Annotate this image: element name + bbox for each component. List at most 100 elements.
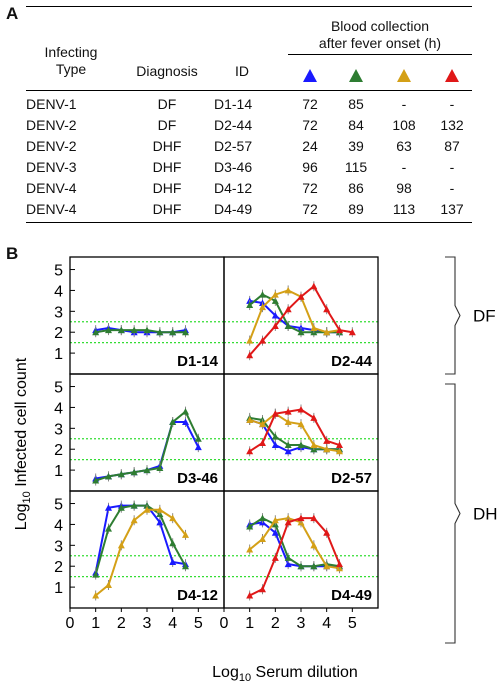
cell-type: DENV-2 bbox=[26, 117, 77, 133]
x-tick-label: 0 bbox=[220, 615, 229, 632]
panel-D3-46: D3-46 1 2 3 4 5 bbox=[54, 373, 225, 492]
data-point bbox=[92, 328, 100, 336]
timepoint-triangle-3 bbox=[397, 69, 411, 82]
y-tick-label: 5 bbox=[54, 497, 63, 514]
data-point bbox=[246, 591, 254, 599]
y-tick-label: 1 bbox=[54, 580, 63, 597]
data-point bbox=[310, 414, 318, 421]
data-point bbox=[246, 351, 254, 359]
y-tick-label: 2 bbox=[54, 559, 63, 576]
series-path bbox=[249, 517, 340, 570]
panel-D4-49: D4-49 0 1 2 3 4 5 bbox=[220, 490, 379, 632]
timepoint-triangle-1 bbox=[303, 69, 317, 82]
data-point bbox=[156, 506, 164, 513]
cell-time: - bbox=[449, 159, 455, 175]
y-tick-label: 3 bbox=[54, 421, 63, 438]
data-point bbox=[284, 441, 292, 449]
y-tick-label: 4 bbox=[54, 400, 63, 417]
data-point bbox=[297, 406, 305, 413]
timepoint-triangle-4 bbox=[445, 69, 459, 82]
header-type-line2: Type bbox=[55, 61, 87, 77]
cell-type: DENV-4 bbox=[26, 201, 77, 217]
data-point bbox=[194, 443, 202, 451]
series-path bbox=[248, 289, 340, 341]
data-point bbox=[143, 326, 151, 334]
timepoint-triangle-2 bbox=[349, 69, 363, 82]
cell-id: D2-44 bbox=[214, 117, 253, 133]
y-tick-label: 3 bbox=[54, 304, 63, 321]
table-row: DENV-2 DHF D2-57 24 39 63 87 bbox=[0, 136, 498, 156]
data-point bbox=[92, 571, 100, 578]
data-point bbox=[169, 328, 177, 336]
cell-time: 98 bbox=[396, 180, 412, 196]
group-label: DHF bbox=[473, 505, 498, 524]
data-point bbox=[246, 546, 254, 553]
data-point bbox=[271, 291, 279, 298]
data-point bbox=[310, 541, 318, 549]
series-line bbox=[92, 504, 189, 601]
series-line bbox=[92, 500, 189, 578]
cell-id: D4-49 bbox=[214, 201, 253, 217]
data-point bbox=[271, 516, 279, 524]
header-diagnosis: Diagnosis bbox=[136, 63, 198, 79]
cell-time: 63 bbox=[396, 138, 412, 154]
cell-time: 72 bbox=[302, 180, 318, 196]
cell-time: 86 bbox=[348, 180, 364, 196]
data-point bbox=[271, 312, 279, 319]
cell-time: 137 bbox=[440, 201, 464, 217]
group-bracket-dhf: DHF bbox=[445, 383, 498, 644]
series-path bbox=[249, 408, 340, 453]
header-blood-collection: Blood collection after fever onset (h) bbox=[280, 18, 480, 52]
panel-b-label: B bbox=[6, 244, 19, 263]
data-point bbox=[246, 447, 254, 455]
x-tick-label: 4 bbox=[168, 615, 177, 632]
table-row: DENV-1 DF D1-14 72 85 - - bbox=[0, 94, 498, 114]
data-point bbox=[297, 293, 305, 300]
data-point bbox=[310, 562, 318, 570]
cell-time: 24 bbox=[302, 138, 318, 154]
group-bracket-df: DF bbox=[445, 256, 496, 375]
cell-id: D4-12 bbox=[214, 180, 253, 196]
cell-type: DENV-3 bbox=[26, 159, 77, 175]
data-point bbox=[271, 554, 279, 561]
data-point bbox=[246, 337, 254, 344]
data-point bbox=[336, 447, 343, 455]
series-path bbox=[95, 329, 186, 334]
cell-diagnosis: DHF bbox=[152, 159, 182, 175]
table-bottom-rule bbox=[26, 222, 472, 223]
data-point bbox=[156, 518, 164, 526]
data-point bbox=[246, 416, 254, 423]
panel-D2-57: D2-57 bbox=[223, 373, 379, 492]
data-point bbox=[169, 418, 177, 426]
cell-time: 96 bbox=[302, 159, 318, 175]
y-tick-label: 5 bbox=[54, 263, 63, 280]
cell-id: D3-46 bbox=[214, 159, 253, 175]
data-point bbox=[284, 305, 292, 313]
cell-time: 84 bbox=[348, 117, 364, 133]
data-point bbox=[259, 439, 266, 446]
data-point bbox=[271, 322, 279, 329]
data-point bbox=[259, 514, 266, 522]
data-point bbox=[310, 441, 318, 449]
cell-time: 72 bbox=[302, 201, 318, 217]
x-axis-title: Log10 Serum dilution bbox=[212, 664, 358, 684]
series-line bbox=[246, 281, 356, 361]
data-point bbox=[169, 539, 177, 547]
data-point bbox=[259, 535, 266, 543]
header-id: ID bbox=[235, 63, 249, 79]
data-point bbox=[310, 514, 318, 522]
data-point bbox=[143, 506, 151, 513]
cell-id: D2-57 bbox=[214, 138, 253, 154]
data-point bbox=[105, 504, 112, 511]
data-point bbox=[297, 420, 305, 428]
x-tick-label: 2 bbox=[117, 615, 126, 632]
data-point bbox=[284, 408, 292, 415]
header-blood-rule bbox=[288, 54, 472, 55]
data-point bbox=[182, 562, 189, 570]
cell-id: D1-14 bbox=[214, 96, 253, 112]
bracket-line bbox=[445, 256, 461, 375]
panel-D2-44: D2-44 bbox=[223, 256, 379, 375]
data-point bbox=[284, 418, 292, 426]
header-infecting-type: Infecting Type bbox=[26, 44, 116, 78]
